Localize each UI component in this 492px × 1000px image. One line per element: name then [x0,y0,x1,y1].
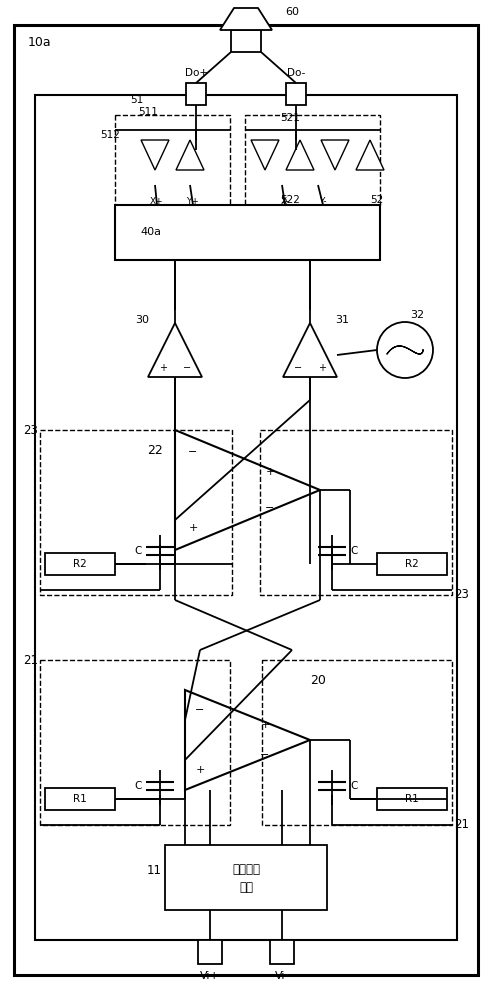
Text: +: + [159,363,167,373]
Bar [186,83,206,105]
Text: 22: 22 [147,444,163,456]
Polygon shape [286,140,314,170]
Text: 60: 60 [285,7,299,17]
Bar [40,660,230,825]
Bar [245,115,380,205]
Text: +: + [188,523,198,533]
Text: 21: 21 [23,654,38,666]
Text: C: C [350,546,358,556]
Polygon shape [220,8,272,30]
Text: R2: R2 [405,559,419,569]
Text: 20: 20 [310,674,326,686]
Text: +: + [260,720,270,730]
Text: 31: 31 [335,315,349,325]
Bar [35,95,457,940]
Polygon shape [175,430,320,550]
Text: R1: R1 [405,794,419,804]
Text: 10a: 10a [28,35,52,48]
Text: R1: R1 [73,794,87,804]
Text: Do-: Do- [287,68,305,78]
Text: R2: R2 [73,559,87,569]
Text: 52: 52 [370,195,383,205]
Polygon shape [251,140,279,170]
Text: 51: 51 [130,95,143,105]
Text: Y-: Y- [319,198,327,207]
Text: −: − [294,363,302,373]
Bar [270,940,294,964]
Text: −: − [265,503,275,513]
Text: +: + [318,363,326,373]
Text: Do+: Do+ [184,68,208,78]
Bar [262,660,452,825]
Text: 32: 32 [410,310,424,320]
Text: C: C [134,546,142,556]
Bar [115,115,230,205]
Bar [260,430,452,595]
Polygon shape [283,323,337,377]
Text: 30: 30 [135,315,149,325]
Bar [231,30,261,52]
Polygon shape [176,140,204,170]
Text: −: − [188,447,198,457]
Bar [45,788,115,810]
Text: 11: 11 [147,863,162,876]
Bar [115,205,380,260]
Text: 21: 21 [454,818,469,832]
Bar [40,430,232,595]
Polygon shape [148,323,202,377]
Bar [377,553,447,575]
Text: 512: 512 [100,130,120,140]
Text: −: − [195,705,205,715]
Text: 522: 522 [280,195,300,205]
Text: 23: 23 [23,424,38,436]
Text: C: C [350,781,358,791]
Text: 電路: 電路 [239,881,253,894]
Text: Vi-: Vi- [275,971,289,981]
Text: X+: X+ [150,198,164,207]
Text: C: C [134,781,142,791]
Text: Vi+: Vi+ [200,971,220,981]
Text: 40a: 40a [140,227,161,237]
Text: 511: 511 [138,107,158,117]
Polygon shape [185,690,310,790]
Bar [165,845,327,910]
Text: X-: X- [280,198,289,207]
Polygon shape [321,140,349,170]
Text: 23: 23 [454,588,469,601]
Text: 521: 521 [280,113,300,123]
Bar [377,788,447,810]
Text: +: + [195,765,205,775]
Bar [198,940,222,964]
Text: −: − [260,750,270,760]
Text: 增益調整: 增益調整 [232,863,260,876]
Bar [45,553,115,575]
Text: −: − [183,363,191,373]
Text: +: + [265,467,275,477]
Text: Y+: Y+ [186,198,199,207]
Polygon shape [141,140,169,170]
Bar [286,83,306,105]
Polygon shape [356,140,384,170]
